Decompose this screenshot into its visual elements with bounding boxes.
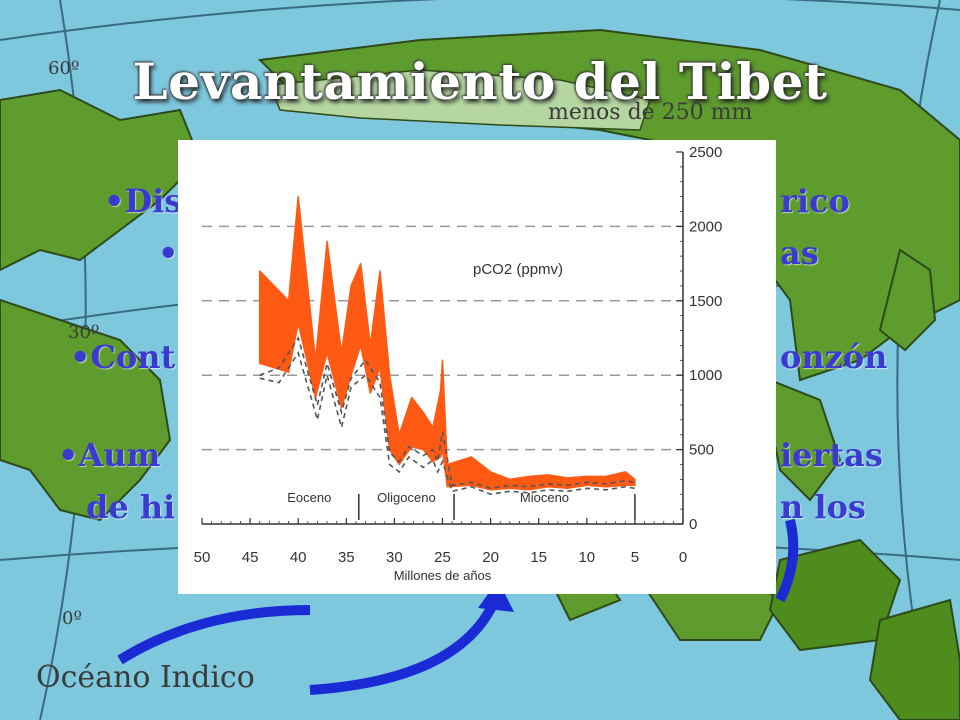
epoch-label: Oligoceno bbox=[377, 490, 436, 505]
monsoon-arrowhead bbox=[478, 580, 514, 612]
bullet-5-right: n los bbox=[780, 488, 866, 526]
y-tick-label: 1000 bbox=[689, 367, 722, 384]
bullet-1-left: •Dis bbox=[104, 182, 183, 220]
landmass-africa bbox=[0, 298, 172, 522]
rainfall-label: menos de 250 mm bbox=[548, 100, 753, 125]
tibet-plateau bbox=[268, 69, 651, 131]
y-tick-label: 1500 bbox=[689, 293, 722, 310]
epoch-label: Eoceno bbox=[287, 490, 331, 505]
latitude-label-0: 0º bbox=[62, 608, 82, 629]
pco2-dashed-line bbox=[259, 350, 636, 496]
y-tick-label: 500 bbox=[689, 442, 714, 459]
x-tick-label: 20 bbox=[482, 549, 499, 566]
x-tick-label: 25 bbox=[434, 549, 451, 566]
bullet-2-left: • bbox=[158, 234, 179, 272]
x-tick-label: 45 bbox=[242, 549, 259, 566]
landmass-europe bbox=[0, 88, 202, 272]
bullet-4-left: •Aum bbox=[58, 436, 161, 474]
x-tick-label: 30 bbox=[386, 549, 403, 566]
x-tick-label: 10 bbox=[578, 549, 595, 566]
landmass-japan bbox=[878, 248, 937, 352]
pco2-dashed-line bbox=[259, 336, 636, 490]
bullet-2-right: as bbox=[780, 234, 819, 272]
y-tick-label: 2000 bbox=[689, 218, 722, 235]
chart-xlabel: Millones de años bbox=[394, 568, 492, 583]
x-tick-label: 35 bbox=[338, 549, 355, 566]
latitude-label-60: 60º bbox=[48, 58, 80, 79]
chart-ylabel: pCO2 (ppmv) bbox=[473, 261, 563, 278]
ocean-label: Océano Indico bbox=[36, 660, 255, 695]
landmass-new-guinea bbox=[868, 598, 960, 720]
x-tick-label: 15 bbox=[530, 549, 547, 566]
latitude-label-30: 30º bbox=[68, 322, 100, 343]
bullet-1-right: rico bbox=[780, 182, 850, 220]
bullet-4-right: iertas bbox=[780, 436, 883, 474]
pco2-chart-svg: 50 45 40 35 30 25 20 15 10 5 005001000150020002500… bbox=[194, 144, 723, 583]
bullet-5-left: de hi bbox=[86, 488, 176, 526]
x-tick-label: 50 bbox=[194, 549, 211, 566]
x-tick-label: 0 bbox=[679, 549, 687, 566]
slide-title: Levantamiento del Tibet bbox=[132, 52, 828, 111]
monsoon-arrow bbox=[309, 597, 500, 695]
y-tick-label: 0 bbox=[689, 516, 697, 533]
pco2-chart: 50 45 40 35 30 25 20 15 10 5 0 0 500 1000 1500 2000 2500… bbox=[178, 140, 776, 594]
latitude-line bbox=[0, 0, 960, 41]
epoch-label: Mioceno bbox=[520, 490, 569, 505]
pco2-band bbox=[258, 195, 636, 491]
monsoon-arrow bbox=[775, 518, 799, 603]
bullet-3-left: •Cont bbox=[70, 338, 176, 376]
x-tick-label: 5 bbox=[631, 549, 639, 566]
monsoon-arrow bbox=[117, 605, 311, 665]
y-tick-label: 2500 bbox=[689, 144, 722, 161]
x-tick-label: 40 bbox=[290, 549, 307, 566]
bullet-3-right: onzón bbox=[780, 338, 888, 376]
